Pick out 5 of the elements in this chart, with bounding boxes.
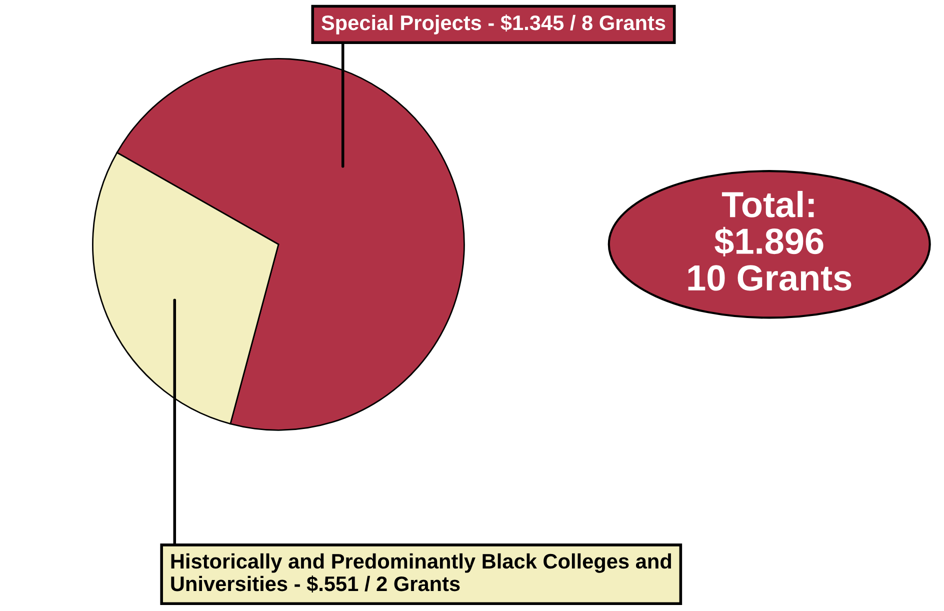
text: 10 Grants [688,265,852,291]
slice-label: Special Projects - $1.345 / 8 Grants [322,14,666,34]
slice-label: Historically and Predominantly Black Colleges and Universities - $.551 / 2 Grants [171,553,672,593]
text: $1.896 [714,226,824,256]
text: Total: [722,190,814,218]
